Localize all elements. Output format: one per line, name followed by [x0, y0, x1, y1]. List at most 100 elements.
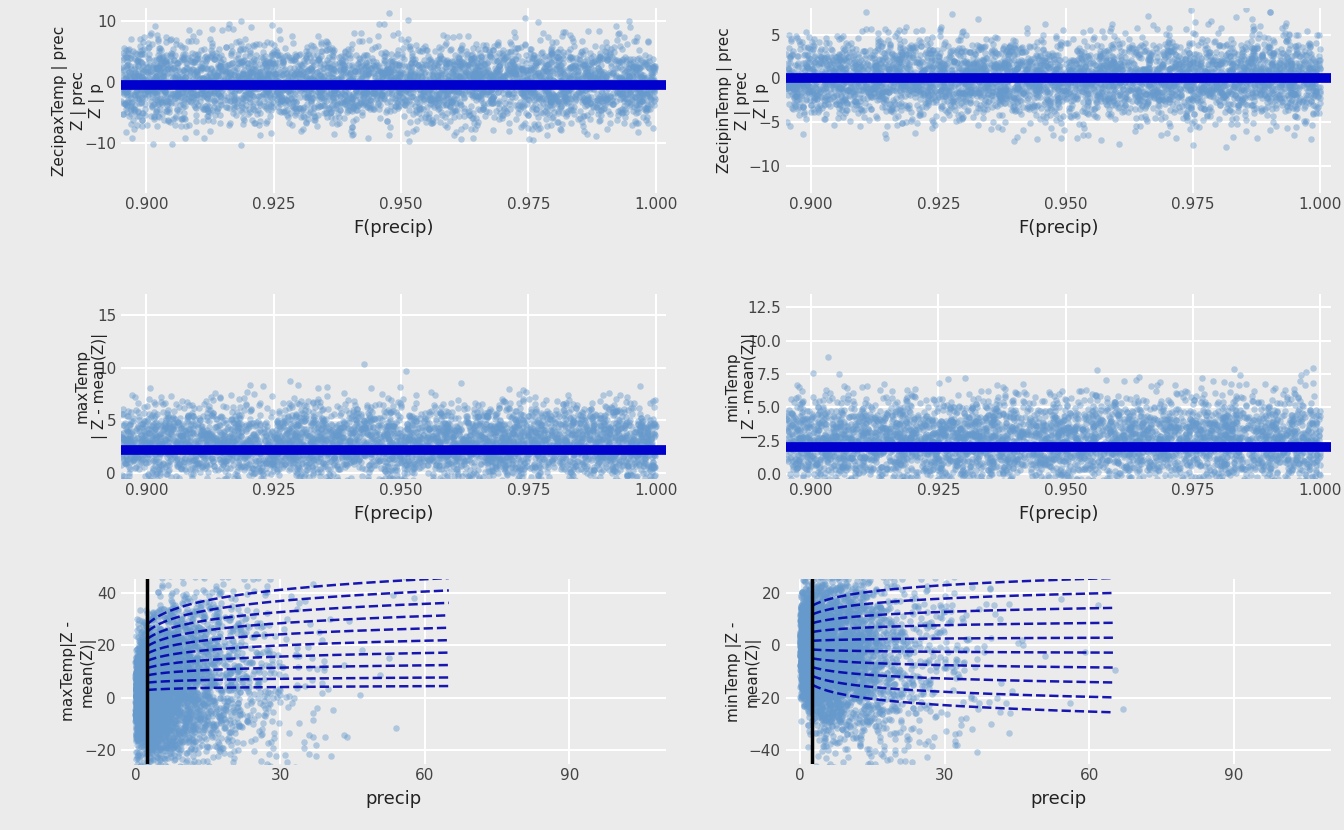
- Point: [934, 104, 956, 117]
- Point: [634, 471, 656, 485]
- Point: [835, 631, 856, 644]
- Point: [324, 78, 345, 91]
- Point: [395, 434, 417, 447]
- Point: [130, 681, 152, 695]
- Point: [140, 652, 161, 666]
- Point: [601, 97, 622, 110]
- Point: [837, 580, 859, 593]
- Point: [1046, 66, 1067, 79]
- Point: [167, 662, 188, 676]
- Point: [222, 56, 243, 70]
- Point: [159, 77, 180, 90]
- Point: [820, 678, 841, 691]
- Point: [835, 420, 856, 433]
- Point: [1074, 462, 1095, 476]
- Point: [903, 76, 925, 89]
- Point: [132, 489, 153, 502]
- Point: [1216, 37, 1238, 51]
- Point: [1097, 67, 1118, 81]
- Point: [165, 630, 187, 643]
- Point: [462, 90, 484, 104]
- Point: [513, 85, 535, 98]
- Point: [1269, 79, 1290, 92]
- Point: [797, 647, 818, 661]
- Point: [829, 441, 851, 454]
- Point: [629, 82, 650, 95]
- Point: [597, 436, 618, 449]
- Point: [796, 609, 817, 622]
- Point: [789, 432, 810, 445]
- Point: [981, 418, 1003, 432]
- Point: [242, 416, 263, 429]
- Point: [180, 50, 202, 63]
- Point: [160, 87, 181, 100]
- Point: [1235, 399, 1257, 413]
- Point: [835, 661, 856, 674]
- Point: [806, 615, 828, 628]
- Point: [1114, 374, 1136, 388]
- Point: [800, 599, 821, 613]
- Point: [972, 89, 993, 102]
- Point: [1067, 418, 1089, 432]
- Point: [212, 708, 234, 721]
- Point: [821, 650, 843, 663]
- Point: [1210, 99, 1231, 112]
- Point: [1298, 460, 1320, 473]
- Point: [250, 617, 271, 630]
- Point: [353, 438, 375, 452]
- Point: [239, 404, 261, 417]
- Point: [559, 466, 581, 479]
- Point: [784, 411, 805, 424]
- Point: [798, 627, 820, 641]
- Point: [1298, 58, 1320, 71]
- Point: [122, 451, 144, 464]
- Point: [1118, 56, 1140, 69]
- Point: [1161, 71, 1183, 84]
- Point: [310, 432, 332, 445]
- Point: [402, 440, 423, 453]
- Point: [567, 59, 589, 72]
- Point: [132, 697, 153, 710]
- Point: [386, 71, 407, 84]
- Point: [1208, 71, 1230, 84]
- Point: [857, 87, 879, 100]
- Point: [1210, 461, 1231, 475]
- Point: [829, 617, 851, 630]
- Point: [853, 411, 875, 424]
- Point: [789, 481, 810, 495]
- Point: [321, 49, 343, 62]
- Point: [1223, 79, 1245, 92]
- Point: [933, 417, 954, 431]
- Point: [243, 75, 265, 88]
- Point: [1191, 424, 1212, 437]
- Point: [370, 111, 391, 124]
- Point: [1234, 61, 1255, 75]
- Point: [141, 682, 163, 696]
- Point: [810, 614, 832, 627]
- Point: [849, 691, 871, 704]
- Point: [622, 61, 644, 74]
- Point: [152, 678, 173, 691]
- Point: [1114, 91, 1136, 105]
- Point: [271, 450, 293, 463]
- Point: [122, 452, 144, 466]
- Point: [805, 633, 827, 647]
- Point: [954, 632, 976, 646]
- Point: [871, 695, 892, 708]
- Point: [418, 455, 439, 468]
- Point: [882, 430, 903, 443]
- Point: [598, 432, 620, 445]
- Point: [871, 657, 892, 671]
- Point: [887, 448, 909, 461]
- Point: [809, 85, 831, 99]
- Point: [426, 68, 448, 81]
- Point: [520, 75, 542, 88]
- Point: [1001, 439, 1023, 452]
- Point: [844, 84, 866, 97]
- Point: [1007, 61, 1028, 75]
- Point: [1169, 432, 1191, 445]
- Point: [358, 131, 379, 144]
- Point: [810, 706, 832, 719]
- Point: [793, 663, 814, 676]
- Point: [528, 90, 550, 103]
